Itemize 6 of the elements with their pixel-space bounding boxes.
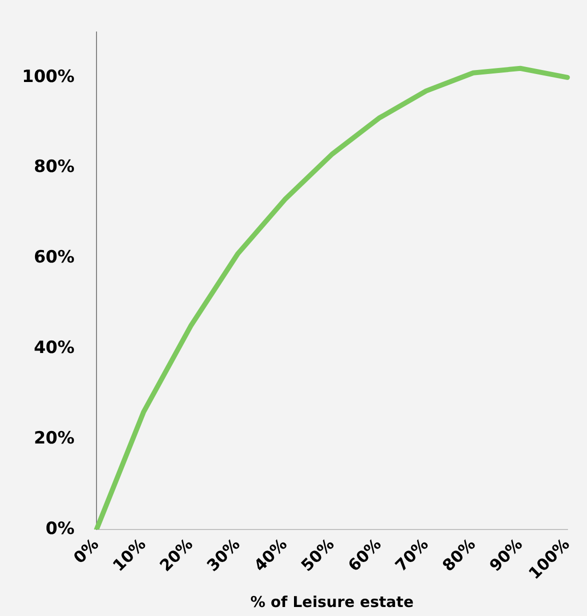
y-tick-label: 40%: [34, 338, 75, 358]
y-tick-label: 80%: [34, 157, 75, 178]
y-tick-label: 20%: [34, 428, 75, 448]
y-tick-label: 100%: [22, 66, 75, 87]
x-axis-title: % of Leisure estate: [250, 592, 414, 611]
y-tick-label: 60%: [34, 248, 75, 268]
